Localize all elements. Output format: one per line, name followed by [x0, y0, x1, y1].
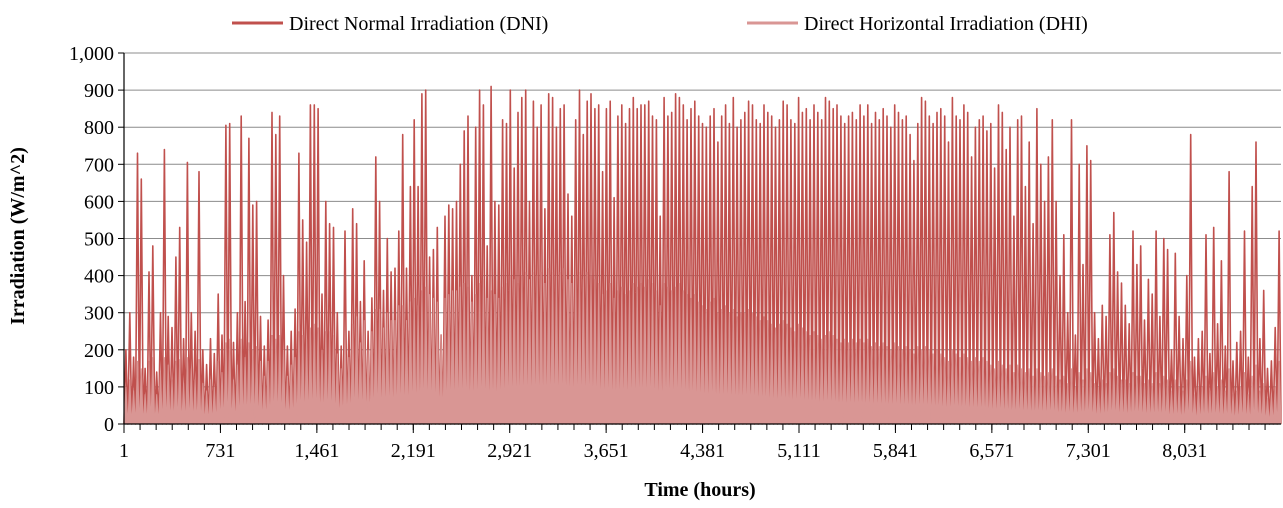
- y-tick-label: 200: [84, 340, 114, 362]
- x-tick-label: 5,841: [873, 440, 918, 462]
- x-tick-label: 731: [205, 440, 235, 462]
- x-tick-label: 4,381: [680, 440, 725, 462]
- dni-series-line: [123, 85, 1282, 425]
- series-dhi: [123, 268, 1282, 425]
- x-tick-label: 7,301: [1066, 440, 1111, 462]
- legend-label-dhi: Direct Horizontal Irradiation (DHI): [804, 13, 1088, 35]
- x-tick-label: 5,111: [777, 440, 821, 462]
- y-tick-label: 300: [84, 303, 114, 325]
- x-axis-ticks: 1 731 1,461 2,191 2,921 3,651 4,381 5,111 5,841 6…: [119, 424, 1266, 462]
- y-tick-label: 700: [84, 154, 114, 176]
- legend: Direct Normal Irradiation (DNI) Direct H…: [232, 13, 1088, 35]
- x-tick-label: 3,651: [584, 440, 629, 462]
- y-tick-label: 600: [84, 191, 114, 213]
- x-tick-label: 6,571: [969, 440, 1014, 462]
- y-axis-title: Irradiation (W/m^2): [7, 147, 29, 325]
- y-axis-ticks: 0 100 200 300 400 500 600 700 800 900 1,000: [69, 43, 124, 436]
- y-tick-label: 100: [84, 377, 114, 399]
- x-tick-label: 8,031: [1162, 440, 1207, 462]
- x-tick-label: 2,191: [391, 440, 436, 462]
- dhi-series-area: [123, 268, 1282, 425]
- x-tick-label: 1: [119, 440, 129, 462]
- y-tick-label: 1,000: [69, 43, 114, 65]
- y-tick-label: 800: [84, 117, 114, 139]
- series-dni: [123, 85, 1282, 425]
- x-axis-title: Time (hours): [644, 479, 755, 501]
- x-tick-label: 2,921: [487, 440, 532, 462]
- legend-label-dni: Direct Normal Irradiation (DNI): [289, 13, 548, 35]
- y-tick-label: 0: [104, 414, 114, 436]
- y-tick-label: 500: [84, 229, 114, 251]
- y-tick-label: 400: [84, 266, 114, 288]
- x-tick-label: 1,461: [294, 440, 339, 462]
- y-tick-label: 900: [84, 80, 114, 102]
